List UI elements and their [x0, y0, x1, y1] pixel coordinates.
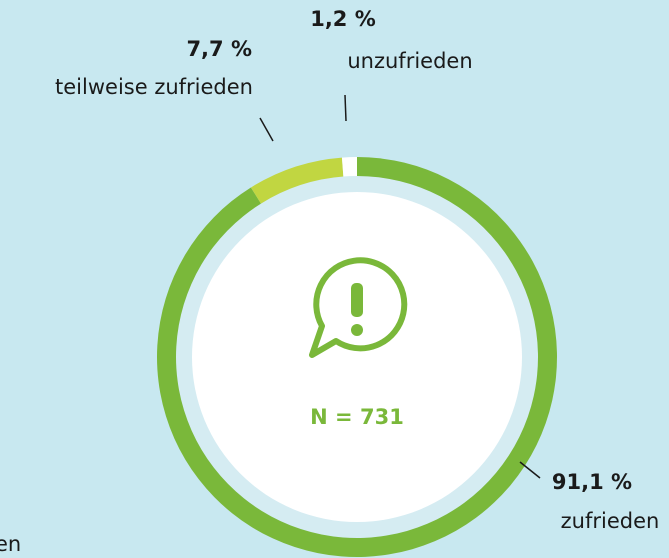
leader-line — [259, 117, 274, 142]
donut-segment — [341, 157, 357, 177]
alert-icon — [309, 257, 408, 358]
donut-segment — [250, 157, 344, 204]
category-label: unzufrieden — [347, 49, 472, 73]
cropped-label: en — [0, 532, 21, 556]
value-label: 7,7 % — [186, 37, 252, 61]
value-label: 1,2 % — [310, 7, 376, 31]
alert-bar — [351, 283, 363, 317]
category-label: zufrieden — [561, 509, 660, 533]
category-label: teilweise zufrieden — [55, 75, 253, 99]
leader-line — [519, 461, 541, 479]
leader-line — [344, 94, 347, 122]
center-disc — [192, 192, 522, 522]
center-label: N = 731 — [310, 405, 404, 429]
value-label: 91,1 % — [552, 470, 632, 494]
alert-dot — [351, 324, 363, 336]
